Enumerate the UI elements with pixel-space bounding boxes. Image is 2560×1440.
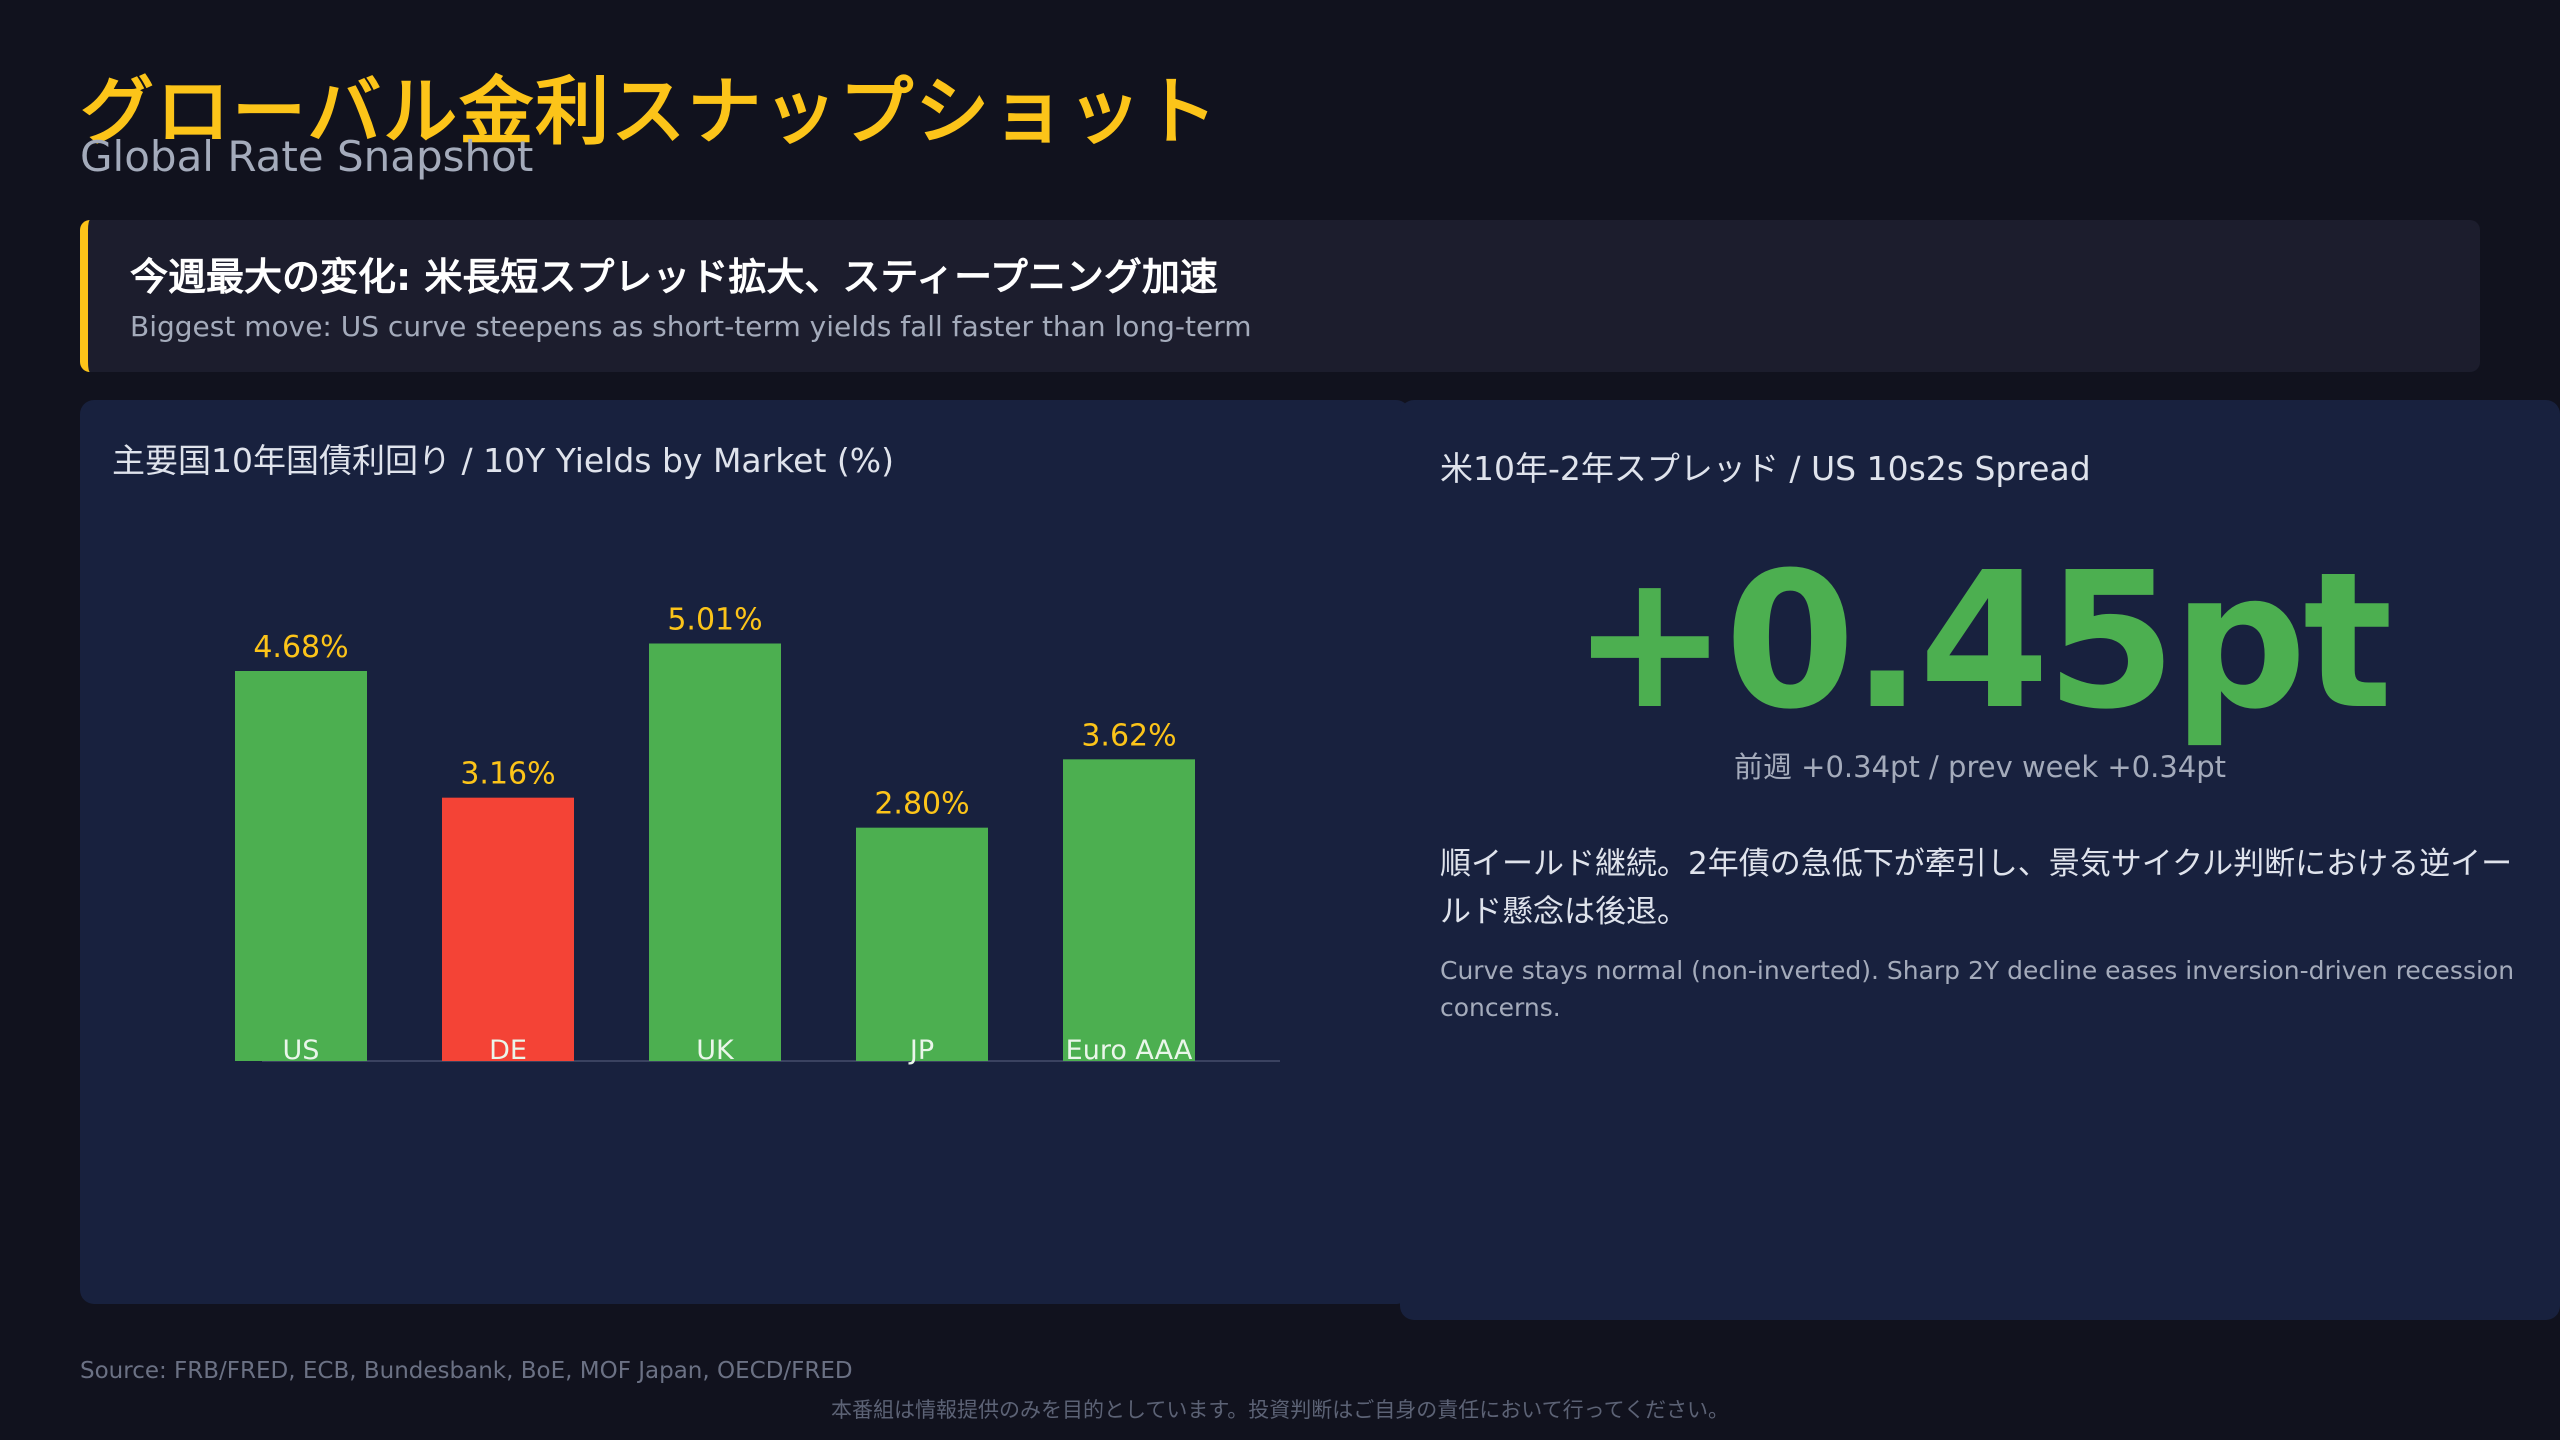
page-title: グローバル金利スナップショット bbox=[80, 69, 1220, 155]
yields-bar-chart: 4.68% US 3.16% DE 5.01% UK 2.80% JP 3.62% Euro AA… bbox=[235, 603, 1280, 1066]
bar-value-label: 3.62% bbox=[1081, 718, 1176, 753]
spread-title: 米10年-2年スプレッド / US 10s2s Spread bbox=[1440, 449, 2091, 488]
bar-uk bbox=[649, 643, 781, 1061]
source-note: Source: FRB/FRED, ECB, Bundesbank, BoE, … bbox=[80, 1358, 853, 1384]
category-label: UK bbox=[696, 1035, 735, 1066]
yields-chart-panel: 主要国10年国債利回り / 10Y Yields by Market (%) 4… bbox=[80, 400, 1410, 1304]
category-label: JP bbox=[908, 1035, 934, 1066]
spread-comment-en: Curve stays normal (non-inverted). Sharp… bbox=[1440, 956, 2515, 1022]
disclaimer: 本番組は情報提供のみを目的としています。投資判断はご自身の責任において行ってくだ… bbox=[831, 1398, 1729, 1422]
bar-value-label: 4.68% bbox=[253, 630, 348, 665]
category-label: Euro AAA bbox=[1066, 1035, 1193, 1066]
spread-comment-ja: 順イールド継続。2年債の急低下が牽引し、景気サイクル判断における逆イールド懸念は… bbox=[1440, 846, 2513, 930]
bar-jp bbox=[856, 827, 988, 1061]
bar-value-label: 5.01% bbox=[667, 603, 762, 638]
bar-euro-aaa bbox=[1063, 759, 1195, 1061]
headline-sub-text: Biggest move: US curve steepens as short… bbox=[130, 310, 1252, 343]
category-label: DE bbox=[489, 1035, 527, 1066]
bar-value-label: 2.80% bbox=[874, 787, 969, 822]
category-label: US bbox=[283, 1035, 320, 1066]
spread-panel: 米10年-2年スプレッド / US 10s2s Spread +0.45pt 前… bbox=[1400, 400, 2560, 1320]
bar-us bbox=[235, 671, 367, 1061]
spread-value: +0.45pt bbox=[1571, 532, 2393, 751]
headline-main-text: 今週最大の変化: 米長短スプレッド拡大、スティープニング加速 bbox=[130, 255, 1218, 299]
page-subtitle: Global Rate Snapshot bbox=[80, 132, 534, 181]
chart-title: 主要国10年国債利回り / 10Y Yields by Market (%) bbox=[112, 441, 894, 480]
bar-value-label: 3.16% bbox=[460, 757, 555, 792]
headline-callout: 今週最大の変化: 米長短スプレッド拡大、スティープニング加速 Biggest m… bbox=[80, 220, 2480, 372]
spread-prev-week: 前週 +0.34pt / prev week +0.34pt bbox=[1733, 750, 2227, 784]
bar-de bbox=[442, 797, 574, 1061]
